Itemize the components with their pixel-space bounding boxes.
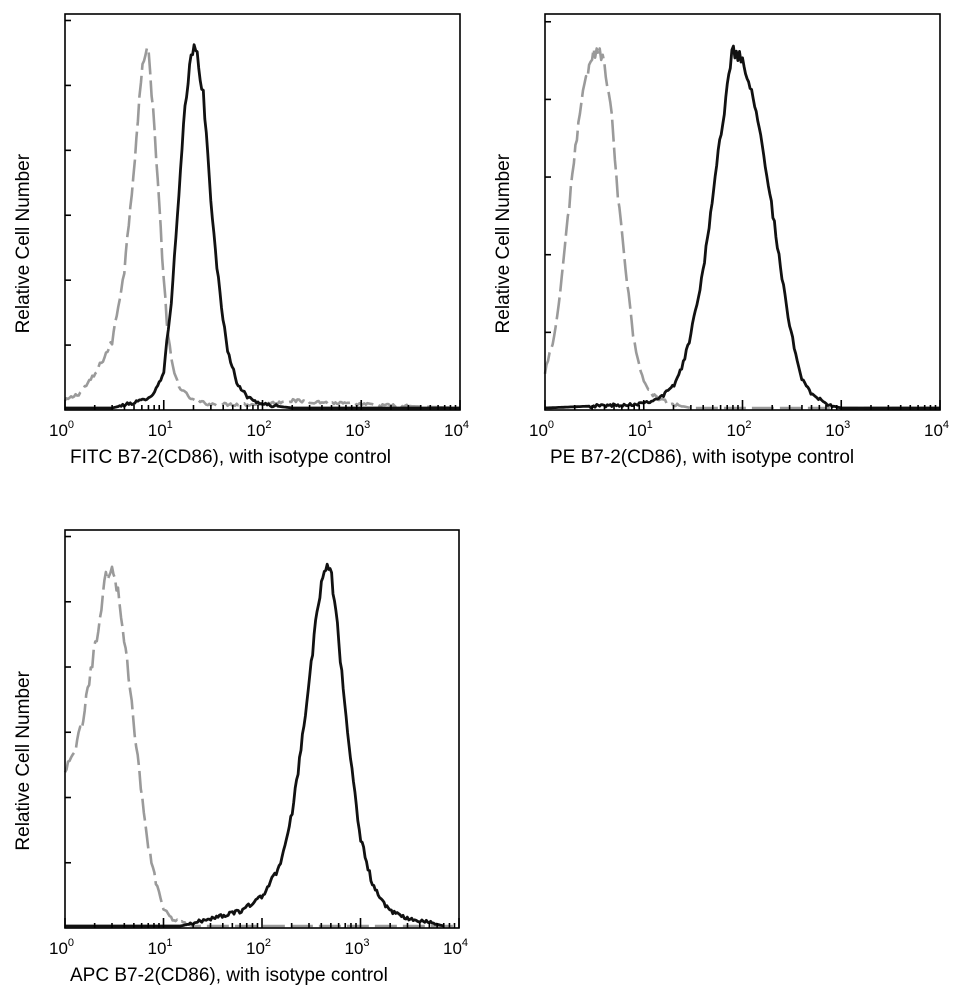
x-axis-label: APC B7-2(CD86), with isotype control	[70, 965, 388, 986]
isotype-control-curve-fitc	[63, 46, 461, 410]
x-tick-label: 100	[49, 419, 74, 440]
x-tick-label: 101	[148, 419, 173, 440]
x-tick-label: 103	[345, 419, 370, 440]
x-axis-label: FITC B7-2(CD86), with isotype control	[70, 447, 391, 468]
x-tick-label: 103	[825, 419, 850, 440]
x-tick-label: 100	[529, 419, 554, 440]
x-tick-label: 102	[246, 937, 271, 958]
plot-frame	[64, 529, 460, 929]
x-tick-label: 104	[444, 419, 469, 440]
x-tick-label: 102	[727, 419, 752, 440]
isotype-control-curve-apc	[63, 565, 459, 928]
histogram-panel-pe: 100 101 102 103 104 PE B7-2(CD86), with isoty…	[493, 13, 949, 468]
x-tick-label: 102	[247, 419, 272, 440]
x-tick-label: 101	[148, 937, 173, 958]
isotype-control-curve-pe	[543, 47, 940, 410]
cd86-curve-pe	[544, 44, 940, 410]
y-axis-label: Relative Cell Number	[13, 153, 34, 333]
x-tick-label: 101	[628, 419, 653, 440]
x-tick-label: 104	[924, 419, 949, 440]
plot-frame	[64, 13, 461, 411]
x-tick-label: 100	[49, 937, 74, 958]
x-tick-label: 104	[443, 937, 468, 958]
x-axis-label: PE B7-2(CD86), with isotype control	[550, 447, 854, 468]
histogram-panel-apc: 100 101 102 103 104 APC B7-2(CD86), with isot…	[13, 529, 468, 986]
y-axis-label: Relative Cell Number	[493, 153, 514, 333]
histogram-panel-fitc: 100 101 102 103 104 FITC B7-2(CD86), with iso…	[13, 13, 469, 468]
y-axis-label: Relative Cell Number	[13, 670, 34, 850]
x-tick-label: 103	[345, 937, 370, 958]
cd86-curve-apc	[65, 562, 445, 928]
cd86-curve-fitc	[65, 43, 460, 410]
